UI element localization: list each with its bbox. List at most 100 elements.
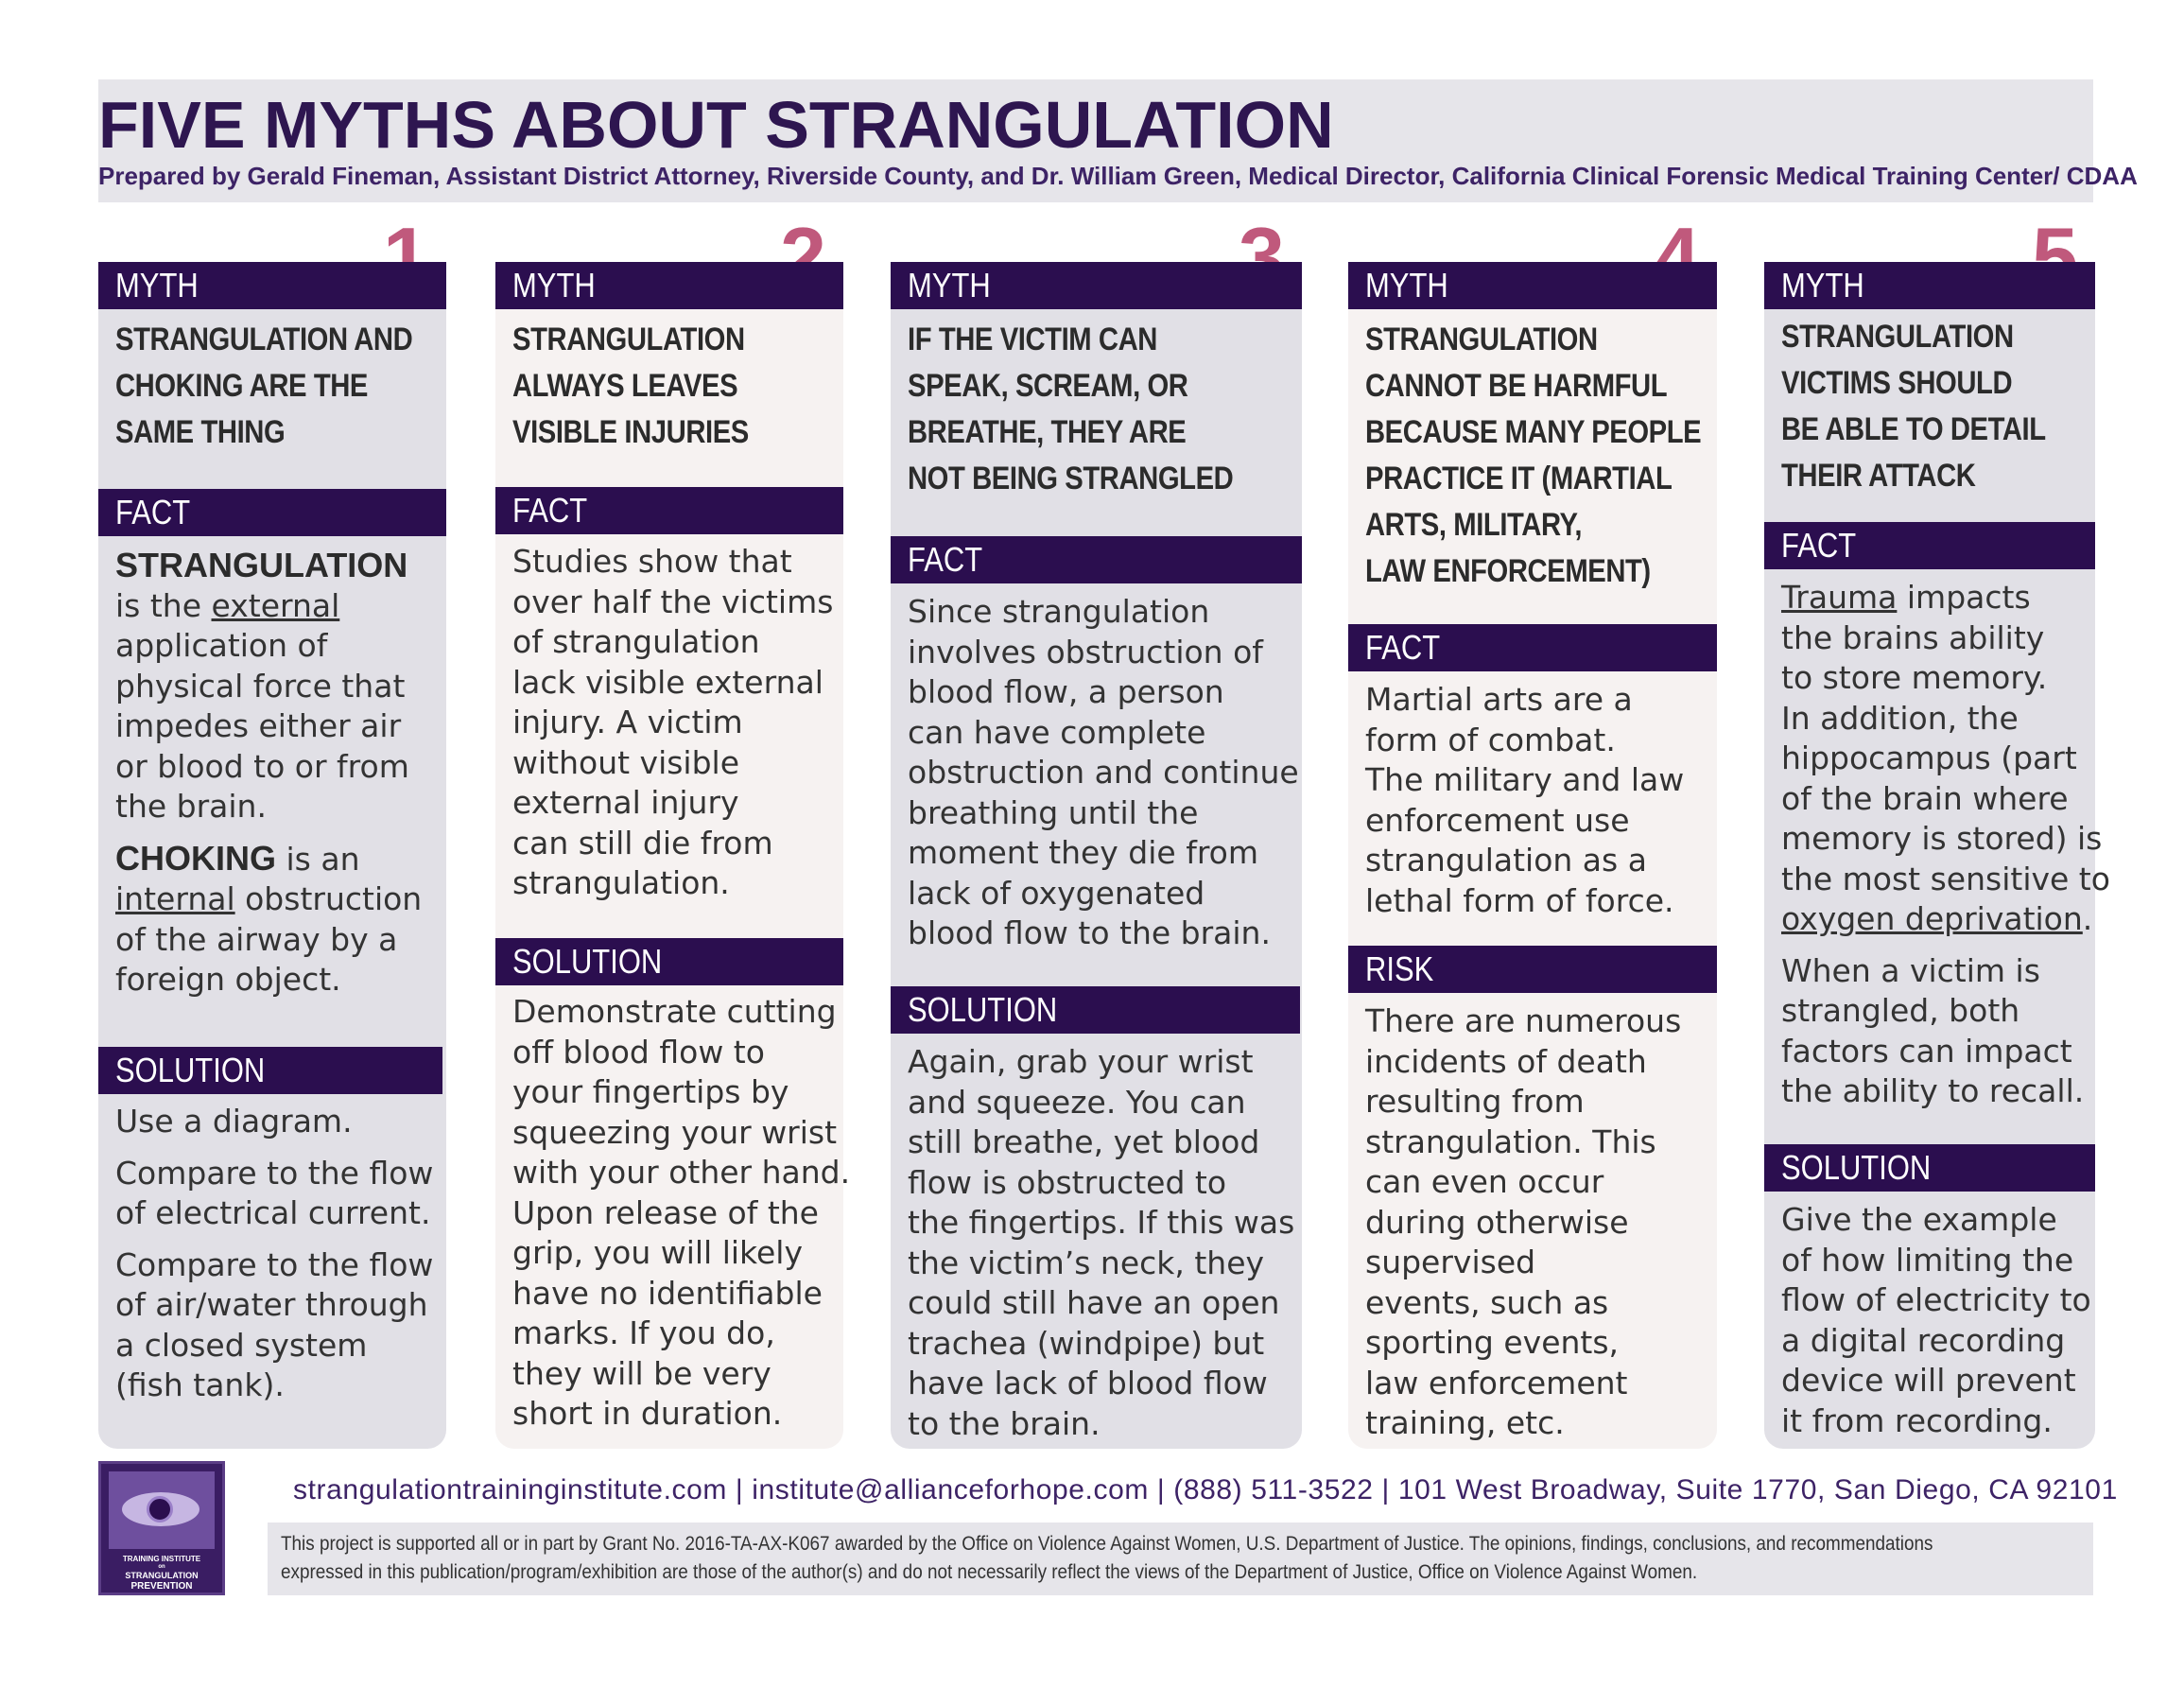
solution-line: to the brain. [908,1404,1101,1442]
underlined-term: internal [115,880,235,917]
fact-line: of the airway by a [115,920,398,958]
risk-line: resulting from [1365,1083,1585,1120]
solution-line: still breathe, yet blood [908,1123,1260,1160]
risk-label: RISK [1365,949,1434,988]
grant-disclaimer: This project is supported all or in part… [268,1523,2093,1595]
myth-card-3: 3 MYTH IF THE VICTIM CAN SPEAK, SCREAM, … [891,215,1302,1449]
myth-statement: IF THE VICTIM CAN SPEAK, SCREAM, OR BREA… [908,317,1296,502]
myth-line: STRANGULATION [1781,319,2014,355]
fact-line: moment they die from [908,834,1259,871]
fact-line: blood flow, a person [908,673,1224,710]
disclaimer-line: This project is supported all or in part… [281,1533,1933,1555]
solution-line: flow is obstructed to [908,1163,1227,1201]
fact-line: over half the victims [512,583,834,620]
fact-line: to store memory. [1781,659,2048,696]
training-institute-logo: TRAINING INSTITUTE on STRANGULATION PREV… [98,1461,225,1595]
logo-text: on [158,1564,165,1570]
fact-line: breathing until the [908,793,1199,831]
fact-line: . [2082,900,2093,937]
solution-line: Upon release of the [512,1193,819,1231]
solution-line: have no identifiable [512,1274,823,1312]
risk-line: strangulation. This [1365,1122,1656,1160]
myth-label: MYTH [115,266,199,305]
myth-line: STRANGULATION [512,322,745,357]
solution-line: with your other hand. [512,1154,851,1191]
fact-line: is the [115,586,212,624]
risk-text: There are numerous incidents of death re… [1365,1001,1713,1455]
myth-statement: STRANGULATION ALWAYS LEAVES VISIBLE INJU… [512,317,838,456]
solution-line: flow of electricity to [1781,1281,2091,1318]
solution-line: trachea (windpipe) but [908,1324,1265,1362]
logo-text: STRANGULATION [125,1571,199,1580]
myth-bar: MYTH [1348,262,1717,309]
myth-card-1: 1 MYTH STRANGULATION AND CHOKING ARE THE… [98,215,446,1449]
myth-line: LAW ENFORCEMENT) [1365,553,1651,589]
fact-line: external injury [512,784,739,821]
risk-line: incidents of death [1365,1042,1647,1080]
risk-line: events, such as [1365,1283,1609,1321]
fact-line: Studies show that [512,543,792,580]
fact-label: FACT [1781,526,1857,565]
myth-line: BE ABLE TO DETAIL [1781,411,2046,447]
logo-text: TRAINING INSTITUTE [122,1555,201,1563]
solution-line: the victim’s neck, they [908,1244,1265,1281]
myth-line: STRANGULATION AND [115,322,413,357]
fact-line: is an [276,840,360,878]
fact-text: Trauma impacts the brains ability to sto… [1781,578,2110,1123]
fact-lead: STRANGULATION [115,546,408,584]
fact-label: FACT [908,540,983,579]
solution-line: have lack of blood flow [908,1365,1268,1401]
myth-bar: MYTH [1764,262,2095,309]
fact-line: impedes either air [115,707,402,744]
fact-line: the brain. [115,788,267,825]
fact-line: the most sensitive to [1781,860,2110,897]
solution-line: Demonstrate cutting [512,993,837,1030]
fact-line: physical force that [115,667,406,705]
myth-line: SPEAK, SCREAM, OR [908,368,1188,404]
fact-bar: FACT [1348,624,1717,671]
fact-text: Martial arts are a form of combat. The m… [1365,680,1713,932]
solution-line: Use a diagram. [115,1103,353,1140]
solution-bar: SOLUTION [891,986,1300,1034]
myth-statement: STRANGULATION AND CHOKING ARE THE SAME T… [115,317,441,456]
solution-line: Again, grab your wrist [908,1043,1254,1080]
myth-line: VISIBLE INJURIES [512,414,749,450]
risk-bar: RISK [1348,946,1717,993]
fact-line: the ability to recall. [1781,1072,2085,1109]
solution-line: your fingertips by [512,1073,789,1110]
myth-line: ARTS, MILITARY, [1365,507,1583,543]
page-title: FIVE MYTHS ABOUT STRANGULATION [98,88,1334,162]
myth-line: VICTIMS SHOULD [1781,365,2013,401]
fact-line: strangled, both [1781,992,2020,1029]
solution-line: device will prevent [1781,1362,2076,1399]
fact-line: or blood to or from [115,747,409,785]
myth-bar: MYTH [891,262,1302,309]
solution-label: SOLUTION [1781,1148,1932,1187]
myth-line: NOT BEING STRANGLED [908,461,1234,496]
fact-lead: CHOKING [115,838,276,878]
fact-text: Since strangulation involves obstruction… [908,592,1299,966]
fact-line: The military and law [1365,761,1685,798]
solution-line: Give the example [1781,1201,2057,1238]
fact-text: STRANGULATION is the external applicatio… [115,546,442,1012]
fact-line: obstruction [234,880,423,917]
solution-line: Compare to the flow [115,1154,434,1192]
myth-line: STRANGULATION [1365,322,1598,357]
risk-line: during otherwise [1365,1203,1629,1241]
contact-line: strangulationtraininginstitute.com | ins… [293,1474,2118,1505]
fact-line: involves obstruction of [908,633,1263,670]
risk-line: supervised [1365,1244,1536,1280]
solution-bar: SOLUTION [1764,1144,2095,1192]
fact-line: strangulation as a [1365,842,1647,879]
fact-line: lack of oxygenated [908,874,1205,912]
fact-line: hippocampus (part [1781,740,2077,776]
myth-label: MYTH [1365,266,1448,305]
fact-line: Martial arts are a [1365,681,1633,718]
solution-line: short in duration. [512,1395,783,1432]
fact-line: In addition, the [1781,699,2019,737]
solution-bar: SOLUTION [495,938,843,985]
myth-label: MYTH [1781,266,1864,305]
myth-label: MYTH [908,266,991,305]
solution-line: marks. If you do, [512,1314,775,1351]
myth-line: BREATHE, THEY ARE [908,414,1187,450]
